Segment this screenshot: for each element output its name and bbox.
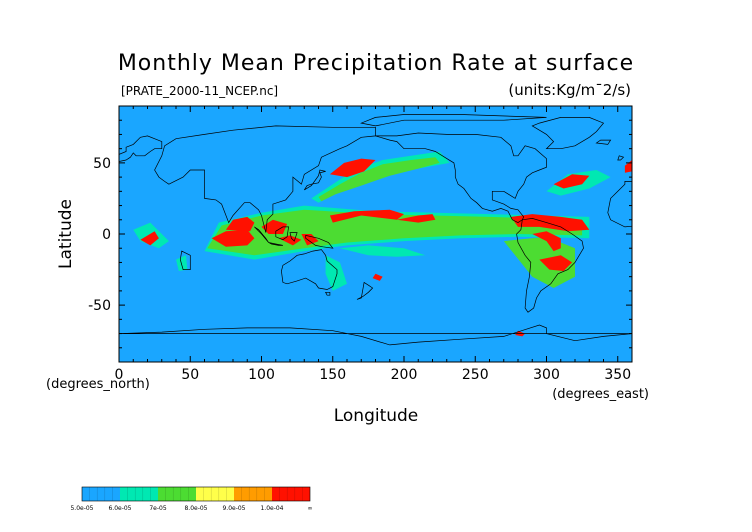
coastline-6 <box>268 242 283 246</box>
precip-region-4 <box>329 158 376 178</box>
x-tick-label-50: 50 <box>181 367 199 383</box>
precip-region-1 <box>207 209 583 256</box>
x-tick-label-0: 0 <box>115 367 124 383</box>
coastline-10 <box>281 249 338 290</box>
x-tick-label-200: 200 <box>391 367 418 383</box>
colorbar-swatch-2 <box>158 487 196 501</box>
coastline-7 <box>275 226 290 241</box>
precip-region-18 <box>329 209 404 223</box>
colorbar-label-2: 7e-05 <box>149 505 166 512</box>
coastline-12 <box>356 281 374 300</box>
coastline-0 <box>119 135 163 162</box>
colorbar-swatch-1 <box>120 487 158 501</box>
colorbar-swatch-3 <box>196 487 234 501</box>
colorbar-label-0: 5.0e-05 <box>70 505 93 512</box>
colorbar: 5.0e-05 6.0e-05 7e-05 8.0e-05 9.0e-05 1.0e-04… <box>70 486 313 512</box>
x-tick-label-300: 300 <box>533 367 560 383</box>
coastline-3 <box>154 125 376 233</box>
colorbar-label-1: 6.0e-05 <box>108 505 131 512</box>
precip-region-11 <box>176 255 188 271</box>
colorbar-swatch-4 <box>234 487 272 501</box>
colorbar-label-4: 9.0e-05 <box>222 505 245 512</box>
y-tick-label--50: -50 <box>88 298 111 314</box>
x-tick-label-250: 250 <box>462 367 489 383</box>
precip-region-14 <box>225 216 255 232</box>
y-tick-label-50: 50 <box>93 156 111 172</box>
coastline-15 <box>531 117 605 150</box>
coastline-17 <box>617 155 625 161</box>
precip-region-3 <box>318 157 440 202</box>
coastline-16 <box>595 139 612 145</box>
precip-region-8 <box>339 245 426 257</box>
x-tick-label-150: 150 <box>319 367 346 383</box>
colorbar-frame <box>81 486 311 502</box>
x-axis: 0 50 100 150 200 250 300 350 <box>115 106 631 383</box>
x-tick-label-100: 100 <box>248 367 275 383</box>
precip-region-6 <box>553 174 590 189</box>
coastline-19 <box>360 114 547 127</box>
y-tick-label-0: 0 <box>102 227 111 243</box>
y-unit-label: (degrees_north) <box>46 377 150 392</box>
coastline-1 <box>607 181 632 228</box>
coastline-14 <box>516 218 584 313</box>
x-axis-label: Longitude <box>334 406 419 426</box>
coastline-5 <box>254 226 269 243</box>
colorbar-label-3: 8.0e-05 <box>184 505 207 512</box>
precip-region-10 <box>140 231 159 246</box>
coastline-2 <box>179 250 191 270</box>
precip-region-21 <box>532 231 561 252</box>
chart-title: Monthly Mean Precipitation Rate at surfa… <box>118 51 634 76</box>
y-axis-label: Latitude <box>56 199 76 269</box>
x-unit-label: (degrees_east) <box>552 387 649 402</box>
file-subtitle: [PRATE_2000-11_NCEP.nc] <box>121 84 278 98</box>
coastline-9 <box>305 234 334 249</box>
coastline-11 <box>325 291 331 296</box>
colorbar-swatch-5 <box>272 487 310 501</box>
precip-region-23 <box>372 273 383 281</box>
colorbar-label-5: 1.0e-04 <box>260 505 283 512</box>
colorbar-swatch-0 <box>82 487 120 501</box>
colorbar-label-6: ∞ <box>308 505 313 512</box>
precip-region-13 <box>211 229 255 247</box>
coastline-18 <box>119 324 632 346</box>
coastline-13 <box>375 132 547 224</box>
y-axis: -50 0 50 <box>88 119 632 349</box>
precip-region-22 <box>539 255 573 271</box>
precip-region-19 <box>396 214 436 223</box>
precip-region-15 <box>261 219 288 234</box>
coastline-8 <box>289 232 298 242</box>
x-tick-label-350: 350 <box>604 367 631 383</box>
coastline-4 <box>304 169 326 191</box>
units-subtitle: (units:Kg/m¯2/s) <box>508 81 631 99</box>
coastlines <box>119 114 632 346</box>
